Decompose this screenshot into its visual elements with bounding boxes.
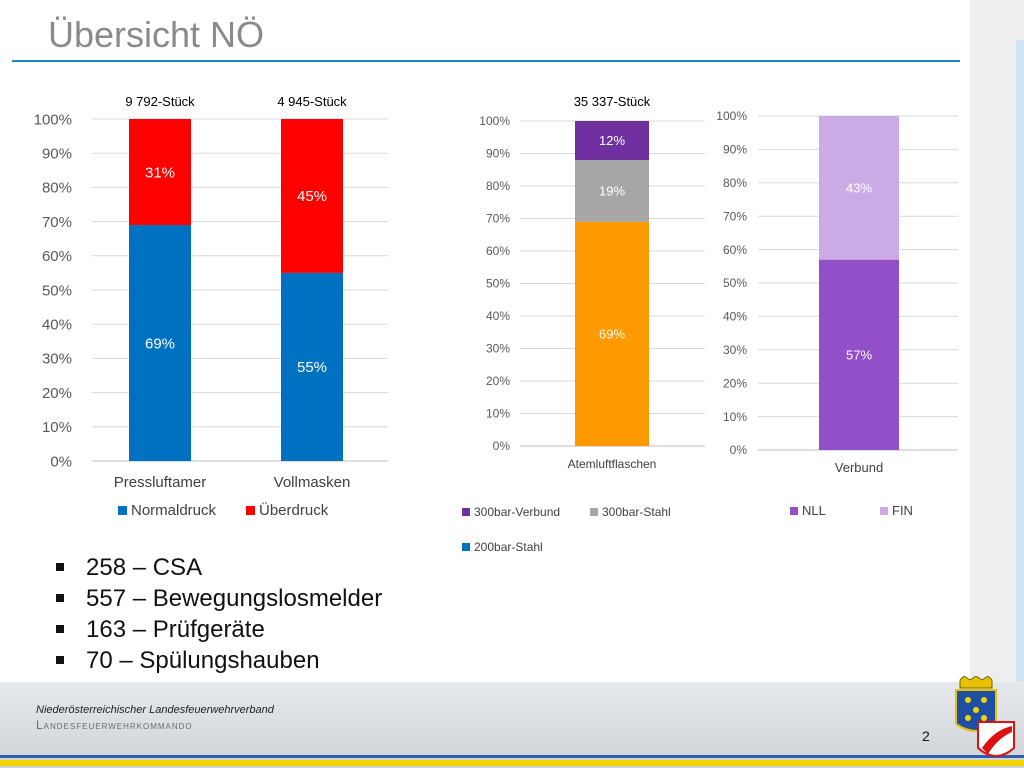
legend-label: 300bar-Verbund — [474, 505, 560, 519]
y-tick-label: 40% — [42, 316, 72, 333]
page-number: 2 — [922, 728, 930, 744]
y-tick-label: 100% — [479, 114, 510, 128]
count-label: 9 792-Stück — [125, 94, 195, 109]
y-tick-label: 40% — [486, 309, 510, 323]
bullet-item: 557 – Bewegungslosmelder — [56, 583, 382, 614]
bar-segment — [575, 221, 649, 446]
data-label: 57% — [846, 347, 872, 362]
category-label: Verbund — [835, 460, 883, 475]
legend-swatch — [246, 506, 255, 515]
legend-label: NLL — [802, 503, 826, 518]
legend-swatch — [462, 543, 470, 551]
count-label: 35 337-Stück — [574, 94, 651, 109]
bar-segment — [575, 160, 649, 222]
y-tick-label: 80% — [42, 180, 72, 197]
y-tick-label: 50% — [42, 282, 72, 299]
title-rule — [12, 60, 960, 62]
data-label: 69% — [145, 335, 175, 352]
slide-title: Übersicht NÖ — [48, 14, 265, 55]
y-tick-label: 70% — [42, 214, 72, 231]
y-tick-label: 60% — [42, 248, 72, 265]
y-tick-label: 90% — [723, 143, 747, 157]
y-tick-label: 70% — [723, 209, 747, 223]
y-tick-label: 40% — [723, 310, 747, 324]
bar-segment — [129, 225, 191, 461]
data-label: 19% — [599, 183, 625, 198]
bullet-text: 258 – CSA — [86, 554, 203, 581]
data-label: 69% — [599, 326, 625, 341]
bar-segment — [819, 259, 899, 450]
right-blue-edge — [1016, 40, 1024, 690]
right-decor-strip — [970, 0, 1024, 690]
data-label: 55% — [297, 359, 327, 376]
y-tick-label: 50% — [486, 277, 510, 291]
organisation-name: Niederösterreichischer Landesfeuerwehrve… — [36, 704, 274, 716]
y-tick-label: 0% — [50, 453, 72, 470]
count-label: 4 945-Stück — [277, 94, 347, 109]
y-tick-label: 0% — [730, 443, 748, 457]
y-tick-label: 30% — [723, 343, 747, 357]
y-tick-label: 20% — [723, 376, 747, 390]
y-tick-label: 10% — [42, 419, 72, 436]
y-tick-label: 10% — [486, 407, 510, 421]
y-tick-label: 60% — [723, 243, 747, 257]
legend-swatch — [880, 507, 888, 515]
legend-swatch — [790, 507, 798, 515]
bullet-item: 70 – Spülungshauben — [56, 645, 382, 676]
y-tick-label: 20% — [486, 374, 510, 388]
bullet-item: 258 – CSA — [56, 552, 382, 583]
footer-yellow-stripe — [0, 760, 1024, 766]
y-tick-label: 0% — [493, 439, 511, 453]
footer-blue-stripe — [0, 755, 1024, 758]
bullet-text: 70 – Spülungshauben — [86, 647, 320, 674]
category-label: Atemluftflaschen — [568, 457, 657, 471]
category-label: Pressluftamer — [114, 474, 207, 491]
bar-segment — [281, 272, 343, 461]
organisation-subname: Landesfeuerwehrkommando — [36, 718, 193, 732]
bar-segment — [575, 121, 649, 160]
y-tick-label: 50% — [723, 276, 747, 290]
bar-segment — [281, 119, 343, 273]
legend-label: 200bar-Stahl — [474, 540, 543, 554]
y-tick-label: 90% — [486, 147, 510, 161]
bullet-text: 557 – Bewegungslosmelder — [86, 585, 383, 612]
y-tick-label: 70% — [486, 212, 510, 226]
bullet-text: 163 – Prüfgeräte — [86, 616, 265, 643]
y-tick-label: 30% — [42, 351, 72, 368]
y-tick-label: 100% — [716, 109, 747, 123]
y-tick-label: 20% — [42, 385, 72, 402]
y-tick-label: 90% — [42, 145, 72, 162]
legend-swatch — [462, 508, 470, 516]
charts-area: 0% 10% 20% 30% 40% 50% 60% 70% 80% 90% 100% 69% 31% P… — [34, 94, 958, 554]
bullet-square-icon — [56, 593, 64, 602]
category-label: Vollmasken — [274, 474, 351, 491]
coat-of-arms-logo — [955, 676, 1015, 757]
bullet-square-icon — [56, 562, 64, 571]
bullet-square-icon — [56, 655, 64, 664]
footer-band — [0, 682, 1024, 768]
y-tick-label: 30% — [486, 342, 510, 356]
bar-segment — [819, 116, 899, 260]
legend-label: FIN — [892, 503, 913, 518]
y-tick-label: 60% — [486, 244, 510, 258]
legend-swatch — [590, 508, 598, 516]
y-tick-label: 100% — [34, 111, 72, 128]
data-label: 43% — [846, 180, 872, 195]
y-tick-label: 10% — [723, 410, 747, 424]
data-label: 12% — [599, 133, 625, 148]
bullet-square-icon — [56, 624, 64, 633]
legend-swatch — [118, 506, 127, 515]
y-tick-label: 80% — [723, 176, 747, 190]
data-label: 31% — [145, 164, 175, 181]
legend-label: Überdruck — [259, 501, 329, 519]
y-tick-label: 80% — [486, 179, 510, 193]
bullet-list: 258 – CSA 557 – Bewegungslosmelder 163 –… — [56, 552, 382, 676]
legend-label: 300bar-Stahl — [602, 505, 671, 519]
data-label: 45% — [297, 188, 327, 205]
legend-label: Normaldruck — [131, 502, 217, 519]
bullet-item: 163 – Prüfgeräte — [56, 614, 382, 645]
bar-segment — [129, 119, 191, 226]
